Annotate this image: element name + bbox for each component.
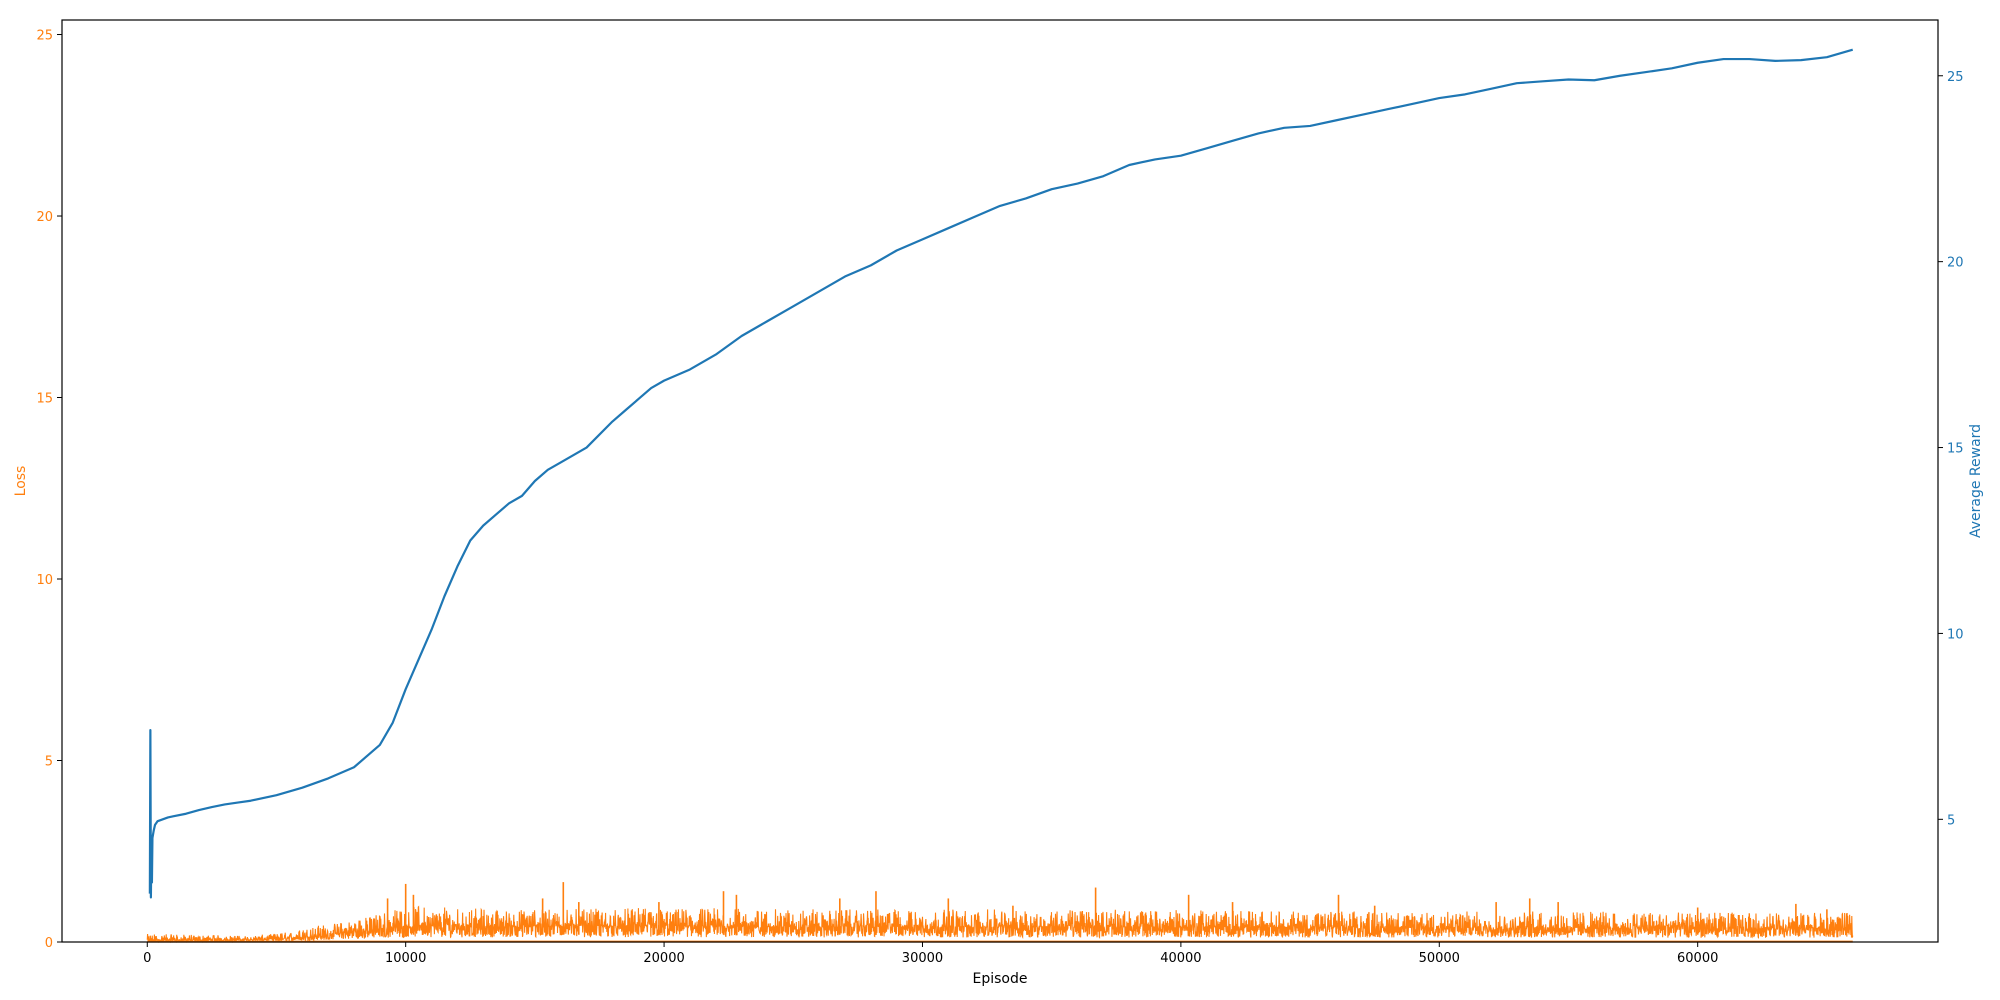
x-tick-label: 60000	[1677, 951, 1718, 966]
right-axis-title: Average Reward	[1968, 424, 1984, 538]
x-tick-label: 0	[143, 951, 151, 966]
x-axis: 0 10000 20000 30000 40000 50000 60000	[143, 942, 1718, 966]
left-tick-label: 20	[36, 210, 53, 225]
left-tick-label: 0	[45, 936, 53, 951]
reward-series-line	[148, 48, 1854, 899]
loss-series-line	[146, 905, 1854, 944]
plot-frame	[61, 19, 1939, 943]
left-tick-label: 25	[36, 29, 53, 44]
left-y-axis: 0 5 10 15 20 25	[36, 29, 62, 951]
left-tick-label: 15	[36, 392, 53, 407]
loss-series	[146, 882, 1854, 944]
left-tick-label: 5	[45, 755, 53, 770]
right-tick-label: 25	[1947, 70, 1964, 85]
x-tick-label: 20000	[643, 951, 684, 966]
x-tick-label: 50000	[1419, 951, 1460, 966]
right-tick-label: 15	[1947, 442, 1964, 457]
x-tick-label: 30000	[902, 951, 943, 966]
left-axis-title: Loss	[13, 466, 29, 497]
right-y-axis: 5 10 15 20 25	[1938, 70, 1964, 828]
right-tick-label: 20	[1947, 256, 1964, 271]
right-tick-label: 10	[1947, 627, 1964, 642]
x-tick-label: 10000	[385, 951, 426, 966]
left-tick-label: 10	[36, 573, 53, 588]
x-axis-title: Episode	[973, 971, 1028, 987]
right-tick-label: 5	[1947, 813, 1955, 828]
x-tick-label: 40000	[1160, 951, 1201, 966]
